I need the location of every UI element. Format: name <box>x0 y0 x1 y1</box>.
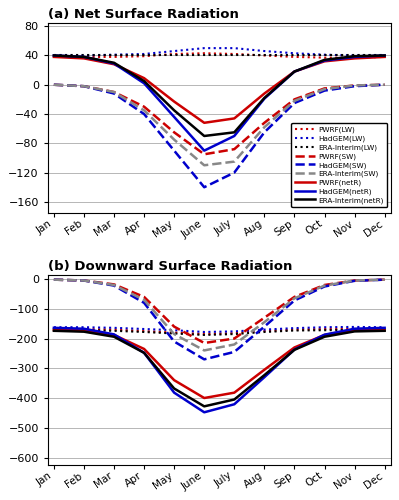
Legend: PWRF(LW), HadGEM(LW), ERA-Interim(LW), PWRF(SW), HadGEM(SW), ERA-Interim(SW), PW: PWRF(LW), HadGEM(LW), ERA-Interim(LW), P… <box>291 123 387 208</box>
Text: (a) Net Surface Radiation: (a) Net Surface Radiation <box>48 8 239 22</box>
Text: (b) Downward Surface Radiation: (b) Downward Surface Radiation <box>48 260 292 274</box>
